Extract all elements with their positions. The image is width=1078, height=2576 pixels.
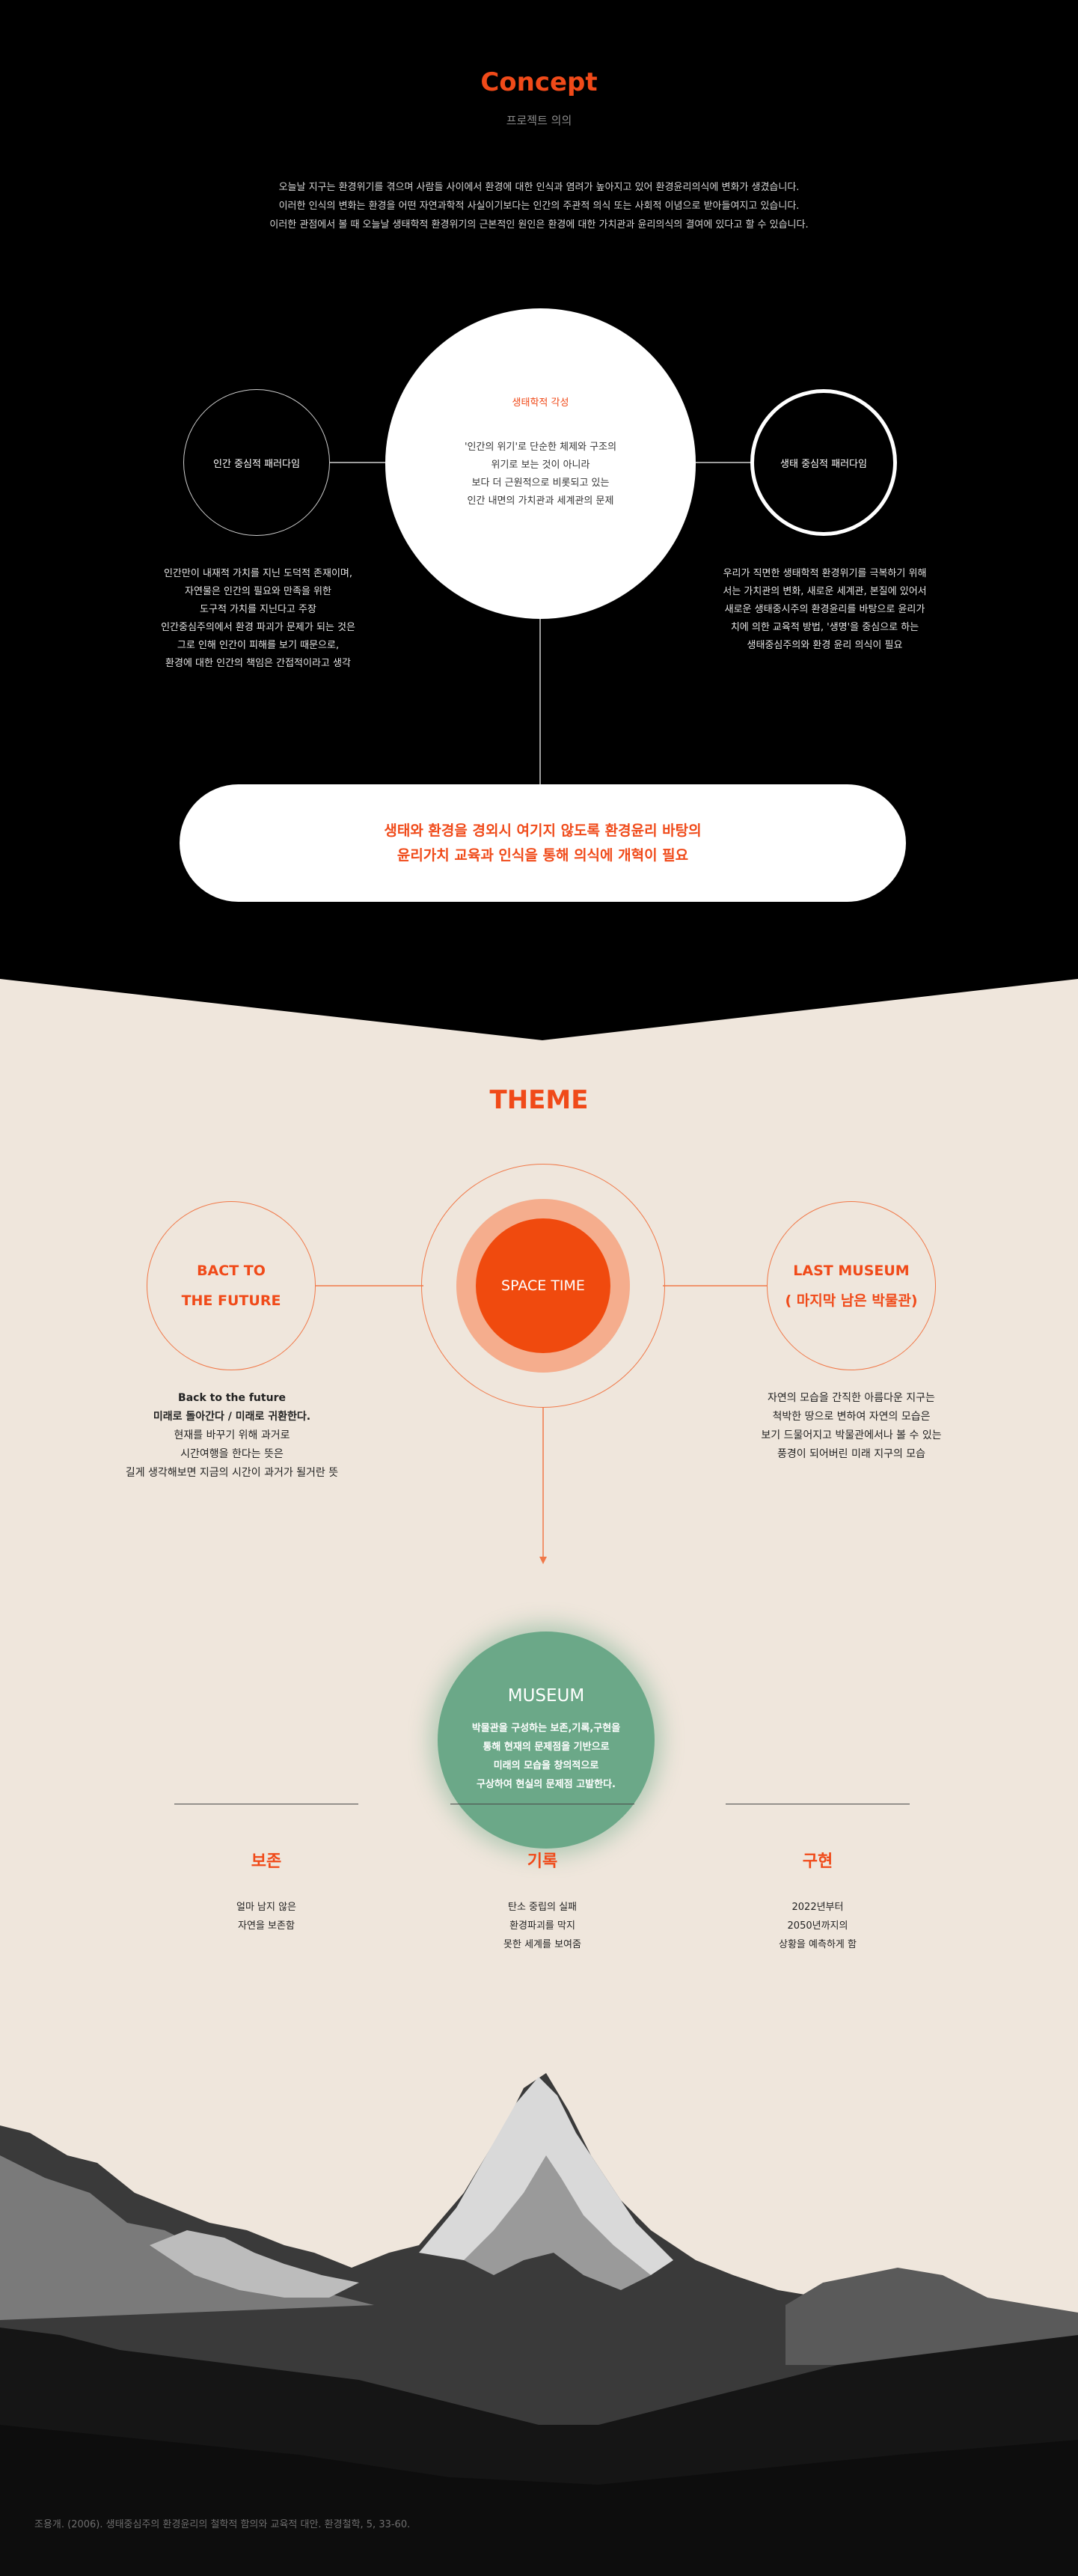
column-realize: 구현 2022년부터 2050년까지의 상황을 예측하게 함 [726, 1804, 910, 1954]
conclusion-pill: 생태와 환경을 경외시 여기지 않도록 환경윤리 바탕의 윤리가치 교육과 인식… [180, 784, 906, 902]
text-line: 얼마 남지 않은 [236, 1902, 297, 1913]
text-line: 서는 가치관의 변화, 새로운 세계관, 본질에 있어서 [723, 586, 927, 597]
text-line: 보기 드물어지고 박물관에서나 볼 수 있는 [761, 1429, 942, 1441]
text-line: 치에 의한 교육적 방법, '생명'을 중심으로 하는 [730, 622, 919, 633]
body-line: '인간의 위기'로 단순한 체제와 구조의 [464, 442, 617, 453]
last-museum-text: 자연의 모습을 간직한 아름다운 지구는 척박한 땅으로 변하여 자연의 모습은… [737, 1389, 966, 1464]
column-text: 2022년부터 2050년까지의 상황을 예측하게 함 [726, 1898, 910, 1954]
text-line: 인간중심주의에서 환경 파괴가 문제가 되는 것은 [161, 622, 355, 633]
text-line: 미래로 돌아간다 / 미래로 귀환한다. [153, 1411, 311, 1423]
text-line: 탄소 중립의 실패 [508, 1902, 577, 1913]
label-line: BACT TO [197, 1263, 266, 1279]
theme-connectors [316, 1285, 767, 1564]
text-line: 시간여행을 한다는 뜻은 [180, 1448, 284, 1460]
ecological-awakening-heading: 생태학적 각성 [512, 397, 569, 409]
theme-title: THEME [489, 1085, 589, 1115]
description-line: 이러한 인식의 변화는 환경을 어떤 자연과학적 사실이기보다는 인간의 주관적… [278, 201, 800, 212]
text-line: 그로 인해 인간이 피해를 보기 때문으로, [177, 640, 340, 651]
column-record: 기록 탄소 중립의 실패 환경파괴를 막지 못한 세계를 보여줌 [450, 1804, 634, 1954]
text-line: 미래의 모습을 창의적으로 [493, 1760, 599, 1771]
text-line: 우리가 직면한 생태학적 환경위기를 극복하기 위해 [723, 568, 927, 579]
column-heading: 기록 [527, 1852, 558, 1871]
back-to-future-label: BACT TO THE FUTURE [182, 1256, 281, 1316]
text-line: 새로운 생태중시주의 환경윤리를 바탕으로 윤리가 [724, 604, 925, 615]
text-line: 자연의 모습을 간직한 아름다운 지구는 [768, 1392, 935, 1404]
conclusion-text: 생태와 환경을 경외시 여기지 않도록 환경윤리 바탕의 윤리가치 교육과 인식… [384, 819, 701, 868]
label-line: ( 마지막 남은 박물관) [785, 1292, 918, 1309]
column-heading: 보존 [251, 1852, 282, 1871]
column-text: 얼마 남지 않은 자연을 보존함 [174, 1898, 358, 1935]
text-line: 길게 생각해보면 지금의 시간이 과거가 될거란 뜻 [125, 1467, 339, 1479]
space-time-outer-ring [421, 1164, 665, 1408]
column-heading: 구현 [802, 1852, 833, 1871]
concept-title: Concept [480, 67, 598, 97]
text-line: 2022년부터 [791, 1902, 844, 1913]
text-line: 구상하여 현실의 문제점 고발한다. [477, 1779, 616, 1790]
human-centric-circle: 인간 중심적 패러다임 [183, 389, 330, 536]
text-line: 환경에 대한 인간의 책임은 간접적이라고 생각 [165, 658, 351, 669]
back-to-future-circle: BACT TO THE FUTURE [147, 1201, 316, 1370]
label-line: LAST MUSEUM [793, 1263, 910, 1279]
column-preserve: 보존 얼마 남지 않은 자연을 보존함 [174, 1804, 358, 1935]
text-line: 척박한 땅으로 변하여 자연의 모습은 [772, 1411, 931, 1423]
eco-centric-label: 생태 중심적 패러다임 [780, 458, 867, 470]
concept-subtitle: 프로젝트 의의 [506, 114, 572, 127]
text-line: 생태중심주의와 환경 윤리 의식이 필요 [747, 640, 903, 651]
body-line: 보다 더 근원적으로 비롯되고 있는 [471, 477, 610, 489]
text-line: 윤리가치 교육과 인식을 통해 의식에 개혁이 필요 [396, 846, 689, 864]
text-line: 생태와 환경을 경외시 여기지 않도록 환경윤리 바탕의 [384, 822, 702, 839]
concept-description: 오늘날 지구는 환경위기를 겪으며 사람들 사이에서 환경에 대한 인식과 염려… [187, 178, 891, 234]
eco-centric-circle: 생태 중심적 패러다임 [750, 389, 897, 536]
text-line: 환경파괴를 막지 [509, 1920, 575, 1932]
text-line: 통해 현재의 문제점을 기반으로 [483, 1742, 610, 1753]
column-text: 탄소 중립의 실패 환경파괴를 막지 못한 세계를 보여줌 [450, 1898, 634, 1954]
label-line: THE FUTURE [181, 1292, 281, 1309]
description-line: 오늘날 지구는 환경위기를 겪으며 사람들 사이에서 환경에 대한 인식과 염려… [278, 182, 800, 193]
human-centric-label: 인간 중심적 패러다임 [213, 458, 300, 470]
text-line: 2050년까지의 [787, 1920, 848, 1932]
text-line: 자연물은 인간의 필요와 만족을 위한 [185, 586, 331, 597]
body-line: 인간 내면의 가치관과 세계관의 문제 [467, 495, 614, 507]
eco-centric-text: 우리가 직면한 생태학적 환경위기를 극복하기 위해 서는 가치관의 변화, 새… [699, 565, 950, 655]
space-time-label: SPACE TIME [501, 1278, 585, 1294]
footnote-citation: 조용개. (2006). 생태중심주의 환경윤리의 철학적 함의와 교육적 대안… [34, 2519, 411, 2530]
ecological-awakening-body: '인간의 위기'로 단순한 체제와 구조의 위기로 보는 것이 아니라 보다 더… [465, 439, 616, 510]
ecological-awakening-circle: 생태학적 각성 '인간의 위기'로 단순한 체제와 구조의 위기로 보는 것이 … [385, 308, 696, 619]
text-line: Back to the future [178, 1392, 286, 1404]
text-line: 못한 세계를 보여줌 [503, 1939, 581, 1950]
text-line: 상황을 예측하게 함 [779, 1939, 857, 1950]
space-time-circle: SPACE TIME [476, 1218, 610, 1353]
text-line: 인간만이 내재적 가치를 지닌 도덕적 존재이며, [163, 568, 353, 579]
text-line: 풍경이 되어버린 미래 지구의 모습 [777, 1448, 926, 1460]
museum-circle: MUSEUM 박물관을 구성하는 보존,기록,구현을 통해 현재의 문제점을 기… [438, 1632, 655, 1849]
human-centric-text: 인간만이 내재적 가치를 지닌 도덕적 존재이며, 자연물은 인간의 필요와 만… [135, 565, 382, 673]
back-to-future-text: Back to the future 미래로 돌아간다 / 미래로 귀환한다. … [112, 1389, 352, 1483]
description-line: 이러한 관점에서 볼 때 오늘날 생태학적 환경위기의 근본적인 원인은 환경에… [269, 219, 809, 231]
last-museum-label: LAST MUSEUM ( 마지막 남은 박물관) [785, 1256, 917, 1316]
text-line: 도구적 가치를 지닌다고 주장 [200, 604, 316, 615]
text-line: 박물관을 구성하는 보존,기록,구현을 [471, 1723, 621, 1734]
body-line: 위기로 보는 것이 아니라 [491, 460, 590, 471]
mountain-illustration [0, 2073, 1078, 2576]
museum-body: 박물관을 구성하는 보존,기록,구현을 통해 현재의 문제점을 기반으로 미래의… [472, 1719, 620, 1794]
text-line: 현재를 바꾸기 위해 과거로 [174, 1429, 290, 1441]
text-line: 자연을 보존함 [238, 1920, 295, 1932]
museum-title: MUSEUM [507, 1686, 585, 1706]
concept-section: Concept 프로젝트 의의 오늘날 지구는 환경위기를 겪으며 사람들 사이… [0, 0, 1078, 1055]
last-museum-circle: LAST MUSEUM ( 마지막 남은 박물관) [767, 1201, 936, 1370]
